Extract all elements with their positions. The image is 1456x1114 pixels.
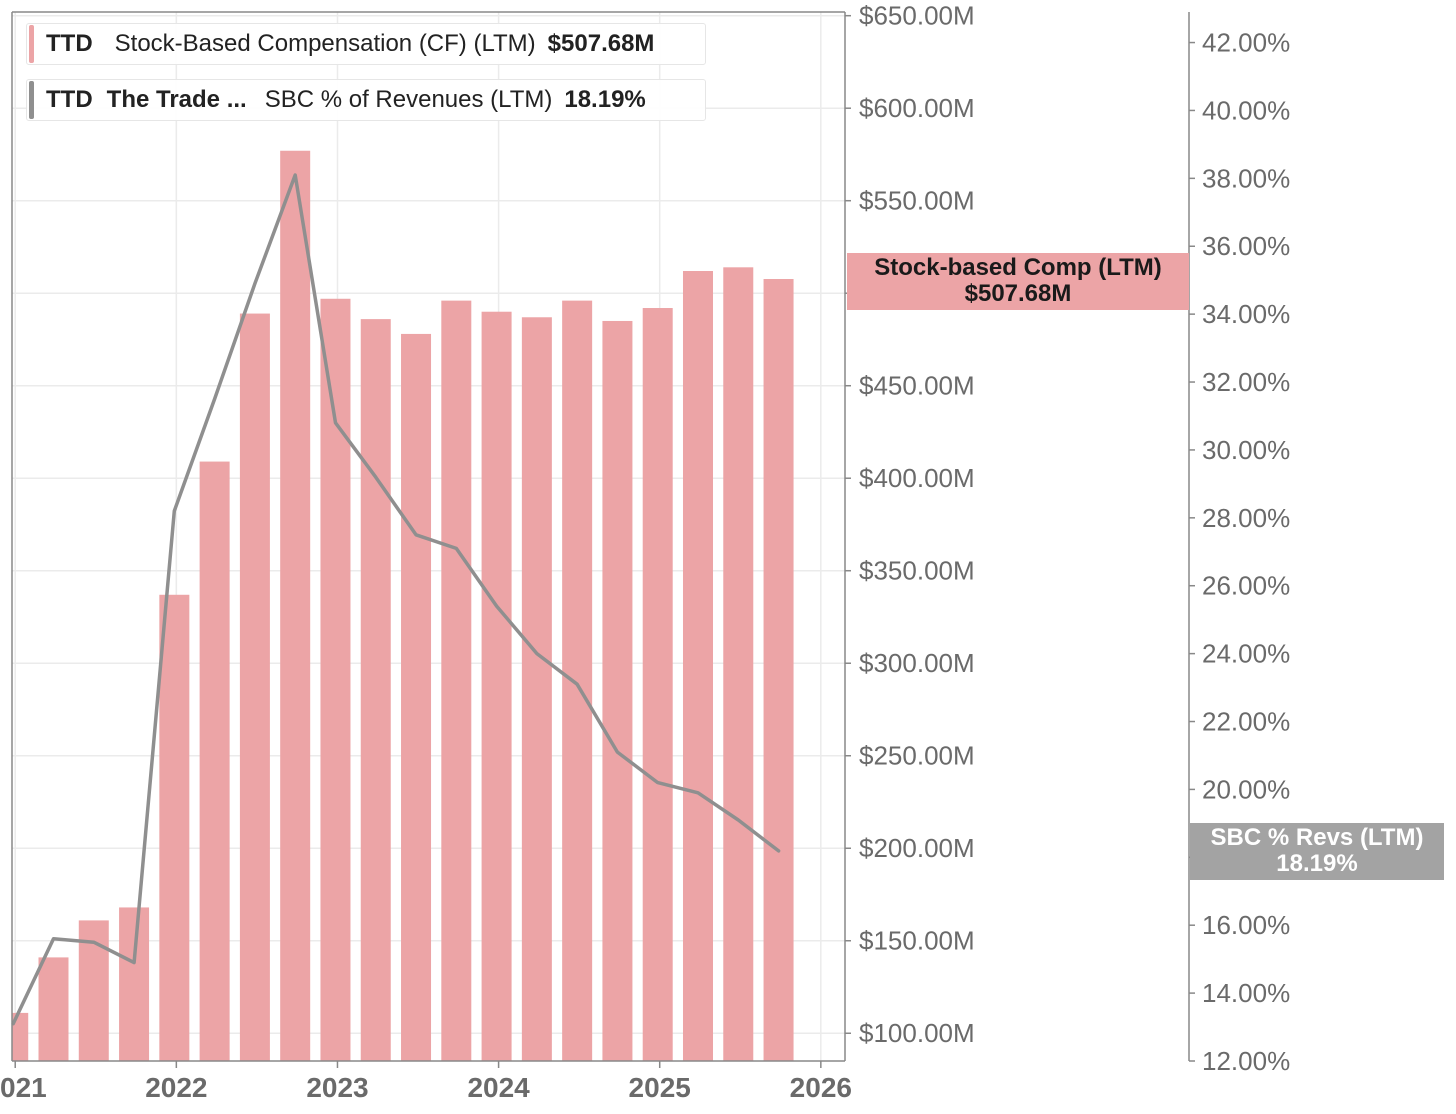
right-tick-label: 16.00% xyxy=(1202,910,1290,940)
right-tick-label: 42.00% xyxy=(1202,28,1290,58)
left-tick-label: $150.00M xyxy=(859,926,975,956)
x-tick-label: 2022 xyxy=(145,1072,207,1103)
x-tick-label: 021 xyxy=(0,1072,47,1103)
right-tick-label: 14.00% xyxy=(1202,978,1290,1008)
x-tick-label: 2023 xyxy=(306,1072,368,1103)
legend-item-sbc[interactable]: TTD Stock-Based Compensation (CF) (LTM) … xyxy=(26,23,706,65)
legend-item-sbc-pct[interactable]: TTD The Trade ... SBC % of Revenues (LTM… xyxy=(26,79,706,121)
right-tick-label: 34.00% xyxy=(1202,299,1290,329)
left-tick-label: $100.00M xyxy=(859,1018,975,1048)
bar xyxy=(602,320,633,1061)
right-tick-label: 20.00% xyxy=(1202,774,1290,804)
left-tick-label: $250.00M xyxy=(859,741,975,771)
sbc-tag-value: $507.68M xyxy=(964,280,1072,307)
bar xyxy=(320,298,351,1061)
bar xyxy=(239,313,270,1062)
bar xyxy=(481,311,512,1061)
right-tick-label: 26.00% xyxy=(1202,571,1290,601)
legend-value: 18.19% xyxy=(564,86,646,113)
left-tick-label: $300.00M xyxy=(859,648,975,678)
right-tick-label: 22.00% xyxy=(1202,707,1290,737)
legend-swatch-sbc-pct xyxy=(29,81,34,119)
axes xyxy=(11,11,1190,1062)
bar xyxy=(682,271,713,1062)
x-axis-ticks: 021 2022 2023 2024 2025 2026 xyxy=(0,1061,852,1103)
bar-series xyxy=(12,150,794,1062)
bar xyxy=(441,300,472,1061)
x-tick-label: 2025 xyxy=(629,1072,691,1103)
left-tick-label: $650.00M xyxy=(859,1,975,31)
sbc-value-tag: Stock-based Comp (LTM) $507.68M xyxy=(847,253,1189,310)
left-tick-label: $400.00M xyxy=(859,463,975,493)
x-tick-label: 2026 xyxy=(790,1072,852,1103)
left-tick-label: $600.00M xyxy=(859,93,975,123)
bar xyxy=(642,308,673,1061)
legend-ticker: TTD xyxy=(46,30,93,57)
bar xyxy=(199,461,230,1062)
legend-metric: SBC % of Revenues (LTM) xyxy=(264,86,553,113)
pct-tag-value: 18.19% xyxy=(1276,850,1358,877)
right-tick-label: 32.00% xyxy=(1202,367,1290,397)
right-tick-label: 30.00% xyxy=(1202,435,1290,465)
x-tick-label: 2024 xyxy=(467,1072,530,1103)
legend-metric: Stock-Based Compensation (CF) (LTM) xyxy=(114,30,536,57)
left-tick-label: $550.00M xyxy=(859,186,975,216)
bar xyxy=(119,907,150,1061)
bar xyxy=(401,333,432,1061)
bar xyxy=(521,317,552,1062)
left-tick-label: $450.00M xyxy=(859,371,975,401)
left-axis-ticks: $100.00M $150.00M $200.00M $250.00M $300.00M… xyxy=(845,1,975,1048)
right-tick-label: 24.00% xyxy=(1202,639,1290,669)
bar xyxy=(360,319,391,1061)
right-axis-ticks: 12.00%14.00%16.00%18.00%20.00%22.00%24.0… xyxy=(1189,28,1290,1076)
bar xyxy=(12,1012,29,1061)
sbc-pct-line xyxy=(11,173,781,1026)
right-tick-label: 12.00% xyxy=(1202,1046,1290,1076)
bar xyxy=(159,594,190,1061)
bar xyxy=(562,300,593,1061)
sbc-tag-label: Stock-based Comp (LTM) xyxy=(874,254,1162,281)
right-tick-label: 28.00% xyxy=(1202,503,1290,533)
pct-tag-label: SBC % Revs (LTM) xyxy=(1210,824,1424,851)
legend-value: $507.68M xyxy=(547,30,655,57)
left-tick-label: $350.00M xyxy=(859,556,975,586)
legend-swatch-sbc xyxy=(29,25,34,63)
right-tick-label: 40.00% xyxy=(1202,95,1290,125)
line-series xyxy=(11,173,781,1026)
legend-company: The Trade ... xyxy=(106,86,247,113)
right-tick-label: 36.00% xyxy=(1202,231,1290,261)
bar xyxy=(763,279,794,1061)
pct-value-tag: SBC % Revs (LTM) 18.19% xyxy=(1190,823,1444,880)
left-tick-label: $200.00M xyxy=(859,833,975,863)
bar xyxy=(280,150,311,1062)
bar xyxy=(38,957,69,1061)
right-tick-label: 38.00% xyxy=(1202,163,1290,193)
bar xyxy=(723,267,754,1062)
legend-ticker: TTD xyxy=(46,86,93,113)
